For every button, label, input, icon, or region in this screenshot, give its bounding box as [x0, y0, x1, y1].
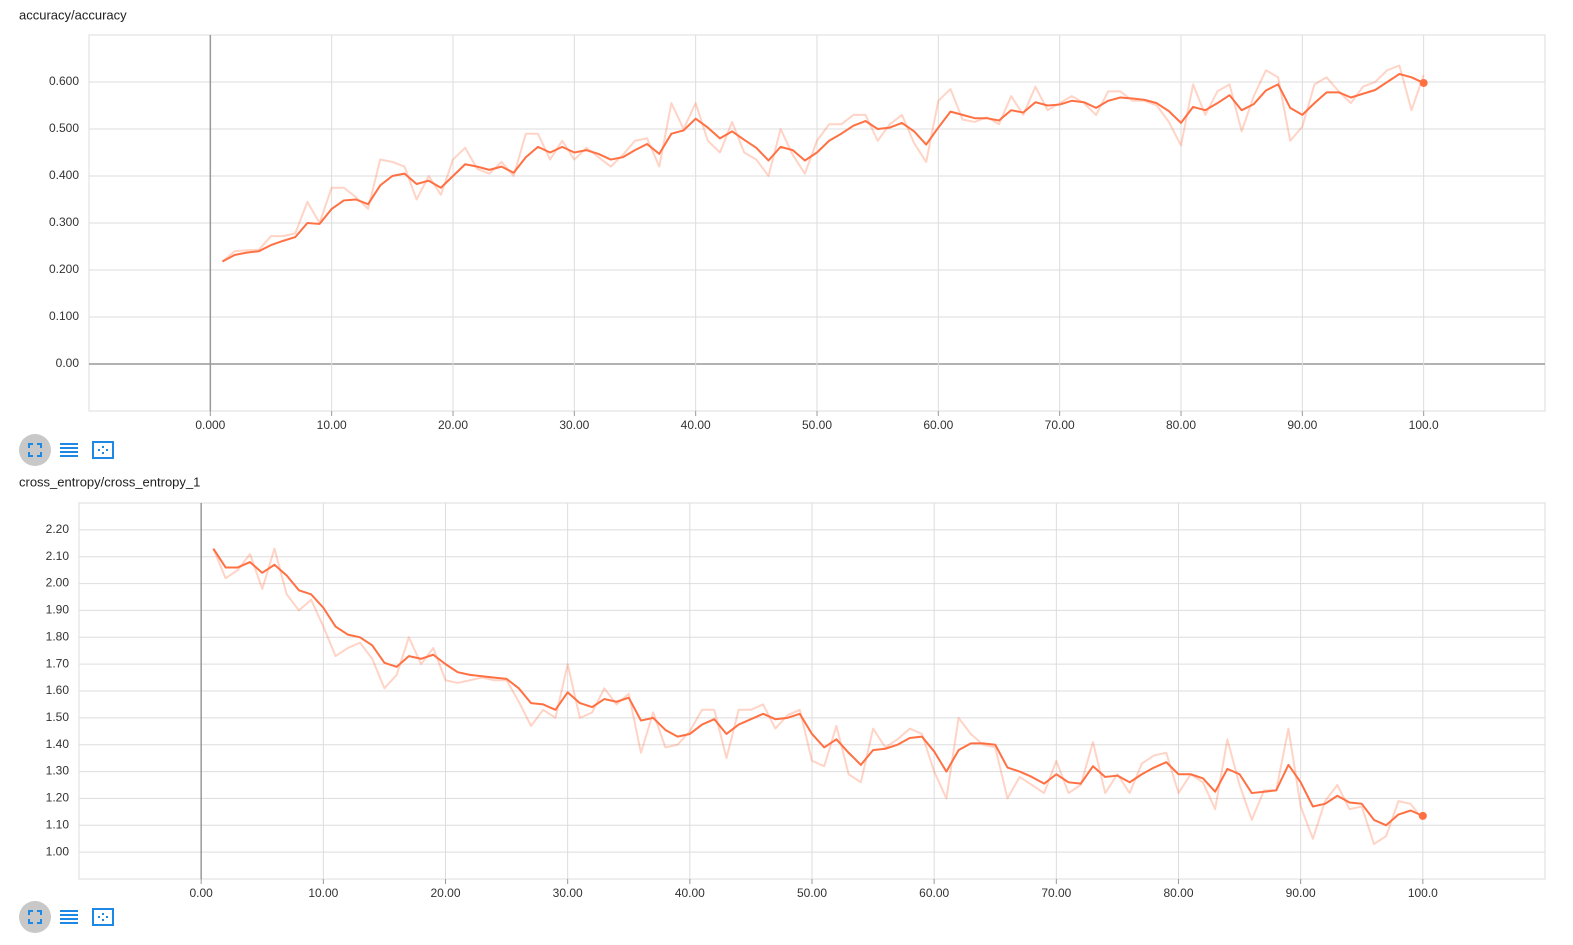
y-tick-label: 0.100 — [49, 309, 79, 323]
y-tick-label: 0.00 — [56, 356, 80, 370]
x-tick-label: 20.00 — [430, 886, 460, 900]
x-tick-label: 30.00 — [553, 886, 583, 900]
y-tick-label: 1.70 — [46, 656, 70, 670]
x-tick-label: 20.00 — [438, 418, 468, 432]
y-tick-label: 1.20 — [46, 791, 70, 805]
x-tick-label: 80.00 — [1163, 886, 1193, 900]
y-tick-label: 1.10 — [46, 817, 70, 831]
fit-domain-button[interactable] — [87, 901, 119, 933]
x-tick-label: 0.00 — [189, 886, 213, 900]
x-tick-label: 10.00 — [317, 418, 347, 432]
last-point — [1418, 811, 1427, 820]
y-tick-label: 1.50 — [46, 710, 70, 724]
x-tick-label: 10.00 — [308, 886, 338, 900]
x-tick-label: 70.00 — [1041, 886, 1071, 900]
line-series — [212, 547, 1424, 846]
x-tick-label: 60.00 — [923, 418, 953, 432]
x-tick-label: 30.00 — [559, 418, 589, 432]
x-tick-label: 40.00 — [681, 418, 711, 432]
x-tick-label: 60.00 — [919, 886, 949, 900]
y-tick-label: 1.30 — [46, 764, 70, 778]
chart-title: cross_entropy/cross_entropy_1 — [19, 474, 200, 489]
y-tick-label: 1.60 — [46, 683, 70, 697]
x-tick-label: 100.0 — [1409, 418, 1439, 432]
chart-title: accuracy/accuracy — [19, 7, 127, 22]
expand-button[interactable] — [19, 901, 51, 933]
line-series — [212, 548, 1424, 827]
log-scale-button[interactable] — [53, 434, 85, 466]
y-tick-label: 2.10 — [46, 549, 70, 563]
fit-domain-button[interactable] — [87, 434, 119, 466]
y-tick-label: 1.00 — [46, 844, 70, 858]
y-tick-label: 1.40 — [46, 737, 70, 751]
x-tick-label: 70.00 — [1045, 418, 1075, 432]
x-tick-label: 40.00 — [675, 886, 705, 900]
y-tick-label: 2.00 — [46, 576, 70, 590]
y-tick-label: 0.500 — [49, 121, 79, 135]
chart-toolbar — [19, 434, 119, 466]
line-series — [221, 64, 1425, 263]
line-series — [221, 73, 1425, 263]
last-point — [1419, 78, 1428, 87]
y-tick-label: 1.80 — [46, 629, 70, 643]
chart-toolbar — [19, 901, 119, 933]
x-tick-label: 90.00 — [1286, 886, 1316, 900]
x-tick-label: 100.0 — [1408, 886, 1438, 900]
x-tick-label: 80.00 — [1166, 418, 1196, 432]
x-tick-label: 50.00 — [802, 418, 832, 432]
x-tick-label: 50.00 — [797, 886, 827, 900]
log-scale-button[interactable] — [53, 901, 85, 933]
y-tick-label: 1.90 — [46, 603, 70, 617]
expand-button[interactable] — [19, 434, 51, 466]
y-tick-label: 0.600 — [49, 74, 79, 88]
x-tick-label: 90.00 — [1287, 418, 1317, 432]
y-tick-label: 0.300 — [49, 215, 79, 229]
y-tick-label: 0.400 — [49, 168, 79, 182]
y-tick-label: 0.200 — [49, 262, 79, 276]
x-tick-label: 0.000 — [195, 418, 225, 432]
y-tick-label: 2.20 — [46, 522, 70, 536]
